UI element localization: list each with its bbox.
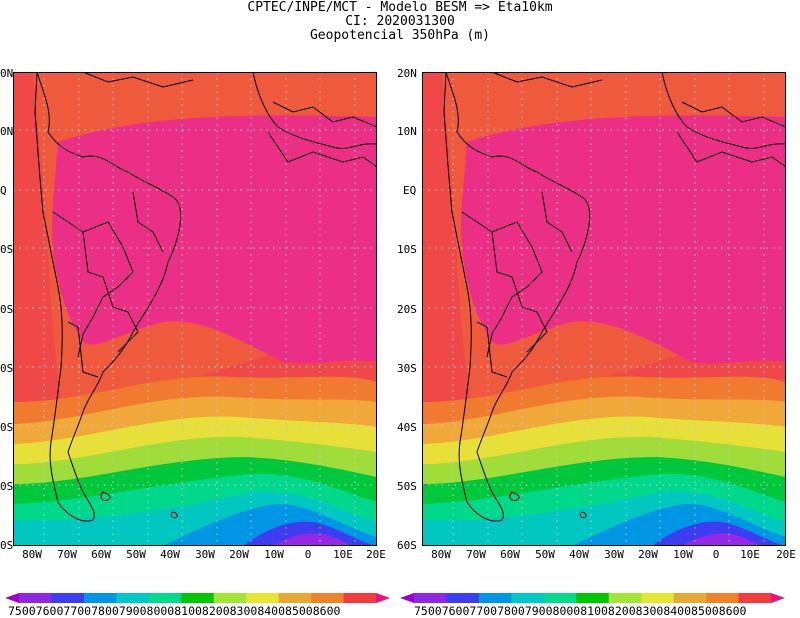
- lat-label: 10N: [397, 125, 417, 138]
- colorbar-right: [400, 593, 785, 603]
- colorbar-label: 8000: [552, 604, 581, 618]
- colorbar-label: 8600: [718, 604, 747, 618]
- colorbar-label: 7700: [63, 604, 92, 618]
- lon-label: 10W: [673, 548, 693, 561]
- lon-label: 50W: [535, 548, 555, 561]
- lat-label: 0S: [0, 539, 14, 552]
- colorbar-labels-left: 7500760077007800790080008100820083008400…: [8, 605, 340, 617]
- colorbar-label: 7600: [35, 604, 64, 618]
- lon-label: 70W: [57, 548, 77, 561]
- colorbar-high-arrow: [771, 593, 785, 603]
- colorbar-swatch: [414, 593, 447, 603]
- colorbar-swatch: [246, 593, 280, 603]
- colorbar-labels-right: 7500760077007800790080008100820083008400…: [414, 605, 746, 617]
- lat-label: 0S: [0, 243, 14, 256]
- colorbar-label: 7800: [497, 604, 525, 618]
- lat-label: 40S: [397, 421, 417, 434]
- map-title-line3: Geopotencial 350hPa (m): [309, 28, 490, 43]
- colorbar-swatch: [673, 593, 707, 603]
- map-title-line1: CPTEC/INPE/MCT - Modelo BESM => Eta10km: [247, 0, 553, 15]
- lon-label: 20W: [229, 548, 249, 561]
- lon-label: 80W: [22, 548, 42, 561]
- lat-label: EQ: [403, 184, 417, 197]
- colorbar-low-arrow: [400, 593, 414, 603]
- colorbar-label: 8400: [257, 604, 286, 618]
- colorbar-label: 7800: [91, 604, 119, 618]
- colorbar-label: 8000: [146, 604, 175, 618]
- lon-label: 70W: [466, 548, 486, 561]
- lon-label: 40W: [160, 548, 180, 561]
- colorbar-label: 8100: [580, 604, 608, 618]
- colorbar-swatch: [83, 593, 117, 603]
- lon-label: 50W: [126, 548, 146, 561]
- lon-label: 30W: [195, 548, 215, 561]
- lon-label: 20E: [366, 548, 386, 561]
- lat-label: 0S: [0, 421, 14, 434]
- lat-label: 30S: [397, 362, 417, 375]
- lon-label: 20W: [638, 548, 658, 561]
- colorbar-swatch: [278, 593, 312, 603]
- colorbar-swatch: [478, 593, 512, 603]
- lat-label: 0N: [0, 125, 14, 138]
- lon-label: 40W: [569, 548, 589, 561]
- colorbar-swatch: [511, 593, 545, 603]
- lat-label: 0S: [0, 480, 14, 493]
- map-panel-right: [422, 72, 786, 546]
- lat-label: 50S: [397, 480, 417, 493]
- lat-label: 0N: [0, 67, 14, 80]
- colorbar-swatch: [51, 593, 85, 603]
- lon-label: 30W: [604, 548, 624, 561]
- colorbar-swatch: [148, 593, 182, 603]
- colorbar-label: 8500: [285, 604, 313, 618]
- colorbar-label: 8100: [174, 604, 202, 618]
- lat-label: 20S: [397, 303, 417, 316]
- lon-label: 20E: [776, 548, 796, 561]
- colorbar-swatch: [706, 593, 740, 603]
- colorbar-label: 7700: [469, 604, 498, 618]
- colorbar-label: 8500: [691, 604, 719, 618]
- colorbar-label: 7500: [8, 604, 36, 618]
- colorbar-swatch: [213, 593, 247, 603]
- colorbar-swatch: [19, 593, 52, 603]
- lat-label: 0S: [0, 362, 14, 375]
- lat-label: 10S: [397, 243, 417, 256]
- colorbar-label: 8600: [312, 604, 341, 618]
- colorbar-label: 8300: [635, 604, 664, 618]
- colorbar-swatch: [641, 593, 675, 603]
- lon-label: 80W: [431, 548, 451, 561]
- lon-label: 0: [712, 548, 720, 561]
- colorbar-label: 8200: [607, 604, 636, 618]
- colorbar-swatch: [311, 593, 345, 603]
- lat-label: 20N: [397, 67, 417, 80]
- colorbar-label: 7900: [524, 604, 553, 618]
- colorbar-swatch: [181, 593, 215, 603]
- map-title-line2: CI: 2020031300: [345, 14, 455, 29]
- colorbar-swatch: [738, 593, 772, 603]
- lat-label: Q: [0, 184, 7, 197]
- colorbar-label: 7500: [414, 604, 442, 618]
- lon-label: 0: [304, 548, 312, 561]
- colorbar-swatch: [543, 593, 577, 603]
- colorbar-label: 8400: [663, 604, 692, 618]
- lat-label: 60S: [397, 539, 417, 552]
- lon-label: 10E: [740, 548, 760, 561]
- colorbar-swatch: [116, 593, 150, 603]
- colorbar-label: 7600: [441, 604, 470, 618]
- colorbar-label: 7900: [118, 604, 147, 618]
- colorbar-swatch: [576, 593, 610, 603]
- lon-label: 10W: [264, 548, 284, 561]
- colorbar-label: 8200: [201, 604, 230, 618]
- lon-label: 60W: [500, 548, 520, 561]
- colorbar-low-arrow: [5, 593, 19, 603]
- map-panel-left: [13, 72, 377, 546]
- colorbar-swatch: [446, 593, 480, 603]
- lon-label: 10E: [333, 548, 353, 561]
- lon-label: 60W: [91, 548, 111, 561]
- colorbar-label: 8300: [229, 604, 258, 618]
- lat-label: 0S: [0, 303, 14, 316]
- colorbar-high-arrow: [376, 593, 390, 603]
- colorbar-swatch: [608, 593, 642, 603]
- colorbar-swatch: [343, 593, 377, 603]
- colorbar-left: [5, 593, 390, 603]
